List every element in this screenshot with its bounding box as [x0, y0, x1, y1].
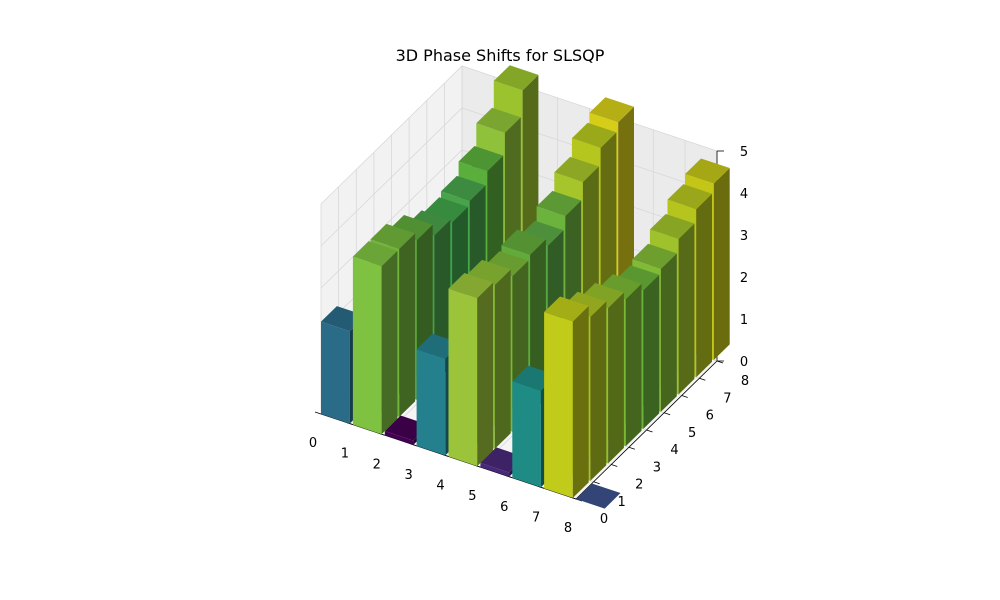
bar-front-face [480, 462, 510, 477]
bar-side-face [625, 283, 642, 447]
bar-top-face [649, 214, 695, 239]
bar-top-face [667, 184, 712, 210]
x-tick-label: 1 [341, 447, 349, 462]
y-tick-label: 3 [653, 460, 661, 475]
chart-title: 3D Phase Shifts for SLSQP [395, 46, 605, 65]
bar-side-face [381, 250, 398, 435]
bar-front-face [321, 321, 350, 424]
bar-side-face [678, 223, 695, 395]
bar-top-face [632, 243, 677, 269]
y-tick-label: 1 [617, 495, 625, 510]
x-tick-label: 7 [532, 510, 540, 525]
x-tick-mark [442, 454, 449, 457]
bar-top-face [352, 241, 398, 267]
x-tick-label: 8 [564, 521, 572, 536]
bar-top-face [370, 223, 416, 249]
bar [352, 241, 398, 435]
bar-top-face [544, 296, 589, 322]
y-tick-label: 7 [723, 391, 731, 406]
bar-top-face [441, 175, 486, 201]
bar-top-face [501, 229, 546, 255]
bar-side-face [660, 253, 677, 412]
bar [448, 273, 494, 467]
bar-front-face [352, 256, 382, 435]
x-tick-label: 0 [309, 436, 317, 451]
bar-side-face [643, 274, 660, 429]
y-tick-mark [593, 481, 600, 485]
y-tick-label: 4 [670, 443, 678, 458]
bar-side-face [399, 233, 416, 417]
x-tick-mark [506, 475, 513, 479]
y-tick-label: 2 [635, 478, 643, 493]
z-tick-label: 5 [740, 145, 748, 160]
bar-side-face [477, 282, 494, 467]
bar-top-face [448, 273, 494, 299]
x-tick-label: 4 [436, 479, 444, 494]
y-tick-label: 8 [741, 374, 749, 389]
bar-front-face [384, 431, 414, 445]
bar-front-face [544, 312, 573, 498]
bar-side-face [696, 193, 712, 378]
z-tick-label: 1 [740, 313, 748, 328]
bar-side-face [572, 306, 589, 498]
x-tick-mark [378, 432, 385, 436]
x-tick-label: 2 [373, 457, 381, 472]
y-tick-mark [628, 446, 636, 450]
bar-side-face [590, 301, 607, 481]
bar-top-face [476, 107, 521, 133]
bar [576, 483, 621, 509]
bar-side-face [494, 269, 511, 449]
bar-top-face [458, 146, 504, 172]
x-tick-mark [569, 496, 577, 500]
bar-front-face [448, 288, 478, 467]
bar-top-face [571, 122, 617, 148]
bar-front-face [416, 349, 446, 456]
x-tick-label: 3 [404, 468, 412, 483]
z-tick-label: 0 [740, 355, 748, 370]
y-tick-mark [699, 377, 706, 381]
bar-side-face [713, 168, 730, 360]
bar-top-face [493, 65, 539, 91]
z-tick-label: 3 [740, 229, 748, 244]
bar-top-face [554, 156, 599, 182]
x-tick-label: 6 [500, 500, 508, 515]
bar [544, 296, 589, 498]
y-tick-mark [663, 412, 671, 416]
bar-side-face [608, 292, 624, 464]
x-tick-label: 5 [468, 489, 476, 504]
bar-top-face [576, 483, 621, 509]
bar-top-face [536, 190, 582, 216]
z-tick-label: 4 [740, 187, 748, 202]
bar-top-face [589, 97, 634, 123]
y-tick-mark [681, 395, 688, 398]
bar-top-face [685, 158, 730, 184]
y-tick-label: 6 [706, 409, 714, 424]
bars-layer [321, 65, 730, 509]
z-tick-label: 2 [740, 271, 748, 286]
y-tick-label: 0 [600, 512, 608, 527]
x-tick-mark [314, 411, 322, 415]
y-tick-mark [646, 429, 653, 433]
y-tick-label: 5 [688, 426, 696, 441]
y-tick-mark [611, 464, 618, 467]
bar-front-face [512, 381, 541, 488]
